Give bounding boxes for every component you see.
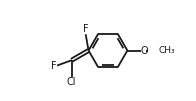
- Text: CH₃: CH₃: [159, 46, 176, 55]
- Text: F: F: [83, 24, 88, 34]
- Text: Cl: Cl: [67, 77, 76, 87]
- Text: F: F: [51, 60, 57, 70]
- Text: O: O: [140, 45, 148, 56]
